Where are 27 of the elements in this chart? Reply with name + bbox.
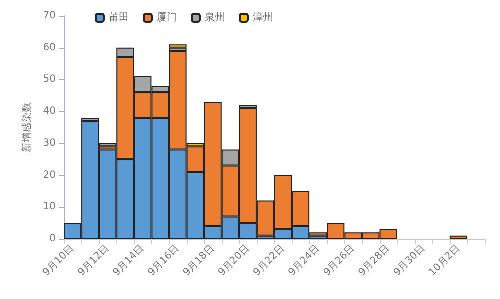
y-tick-label: 30: [43, 138, 56, 149]
x-tick-label: 9月30日: [392, 243, 428, 279]
x-tick-label: 9月24日: [286, 243, 322, 279]
y-tick-label: 60: [43, 42, 56, 54]
x-tick-label: 10月2日: [427, 243, 463, 279]
x-tick-label: 9月20日: [216, 243, 252, 279]
x-tick-label: 9月16日: [146, 243, 182, 279]
y-tick-label: 20: [43, 170, 56, 181]
x-tick-label: 9月12日: [76, 243, 112, 279]
legend-label: 莆田: [109, 12, 129, 24]
legend-label: 厦门: [157, 12, 177, 24]
y-tick-label: 50: [43, 74, 56, 86]
y-tick-label: 70: [43, 10, 56, 22]
y-tick-label: 0: [50, 234, 56, 244]
legend-label: 漳州: [253, 12, 273, 24]
x-tick-label: 9月10日: [41, 243, 77, 279]
x-tick-label: 9月22日: [252, 243, 288, 279]
legend-label: 泉州: [205, 12, 225, 24]
y-tick-label: 40: [43, 106, 56, 118]
y-tick-label: 10: [43, 202, 56, 213]
x-tick-label: 9月18日: [182, 243, 217, 279]
x-tick-label: 9月28日: [357, 243, 392, 279]
x-tick-label: 9月26日: [322, 243, 358, 279]
y-axis-title: 新增感染数: [20, 102, 33, 152]
x-tick-label: 9月14日: [111, 243, 147, 279]
bar: [169, 44, 187, 48]
bar: [450, 236, 468, 239]
